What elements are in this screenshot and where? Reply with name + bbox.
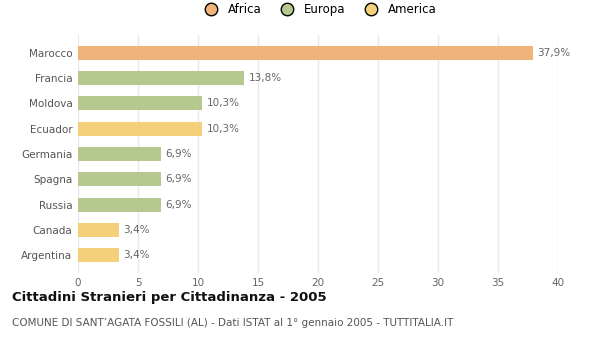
Text: 3,4%: 3,4%: [124, 225, 150, 235]
Bar: [78, 71, 244, 85]
Text: 10,3%: 10,3%: [206, 98, 239, 108]
Text: 13,8%: 13,8%: [248, 73, 281, 83]
Bar: [78, 122, 202, 136]
Bar: [78, 172, 161, 186]
Bar: [78, 147, 161, 161]
Bar: [78, 97, 202, 110]
Bar: [78, 46, 533, 60]
Bar: [78, 198, 161, 211]
Text: 6,9%: 6,9%: [166, 149, 192, 159]
Text: Cittadini Stranieri per Cittadinanza - 2005: Cittadini Stranieri per Cittadinanza - 2…: [12, 290, 326, 303]
Legend: Africa, Europa, America: Africa, Europa, America: [194, 0, 442, 21]
Text: 37,9%: 37,9%: [538, 48, 571, 58]
Text: 6,9%: 6,9%: [166, 199, 192, 210]
Text: 6,9%: 6,9%: [166, 174, 192, 184]
Bar: [78, 248, 119, 262]
Bar: [78, 223, 119, 237]
Text: 10,3%: 10,3%: [206, 124, 239, 134]
Text: COMUNE DI SANT’AGATA FOSSILI (AL) - Dati ISTAT al 1° gennaio 2005 - TUTTITALIA.I: COMUNE DI SANT’AGATA FOSSILI (AL) - Dati…: [12, 318, 454, 329]
Text: 3,4%: 3,4%: [124, 250, 150, 260]
